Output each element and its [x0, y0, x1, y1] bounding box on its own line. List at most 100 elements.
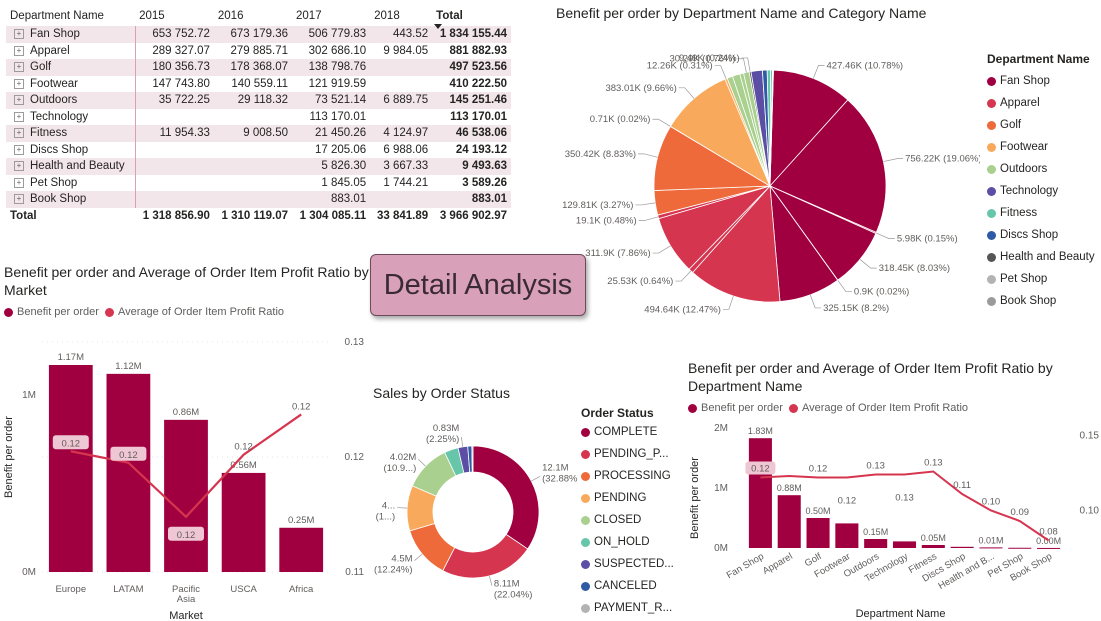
column-header-department[interactable]: Department Name — [10, 10, 104, 22]
pie-slice-fan-shop[interactable] — [769, 99, 887, 233]
table-cell: 178 368.07 — [213, 59, 293, 76]
bar-fan-shop[interactable] — [748, 438, 772, 548]
table-cell — [214, 175, 292, 192]
expand-icon[interactable]: + — [14, 95, 24, 106]
legend-dot — [987, 252, 996, 262]
column-header-2015[interactable]: 2015 — [139, 10, 165, 22]
legend-label-benefit[interactable]: Benefit per order — [17, 306, 99, 318]
bar-book-shop[interactable] — [1037, 547, 1061, 549]
legend-dot — [581, 471, 590, 481]
legend-label: CANCELED — [594, 580, 657, 592]
legend-item-apparel[interactable]: Apparel — [987, 92, 1099, 114]
legend-item-golf[interactable]: Golf — [987, 114, 1099, 136]
legend-label: PENDING — [594, 492, 647, 504]
y-tick-label: 1M — [714, 483, 728, 494]
bar-europe[interactable] — [48, 365, 93, 572]
legend-item-pending-p[interactable]: PENDING_P... — [581, 443, 681, 465]
department-pie-chart[interactable]: 427.46K (10.78%) 756.22K (19.06%) 5.98K (0… — [540, 26, 980, 326]
row-header: + Fitness — [6, 125, 136, 142]
profit-ratio-line[interactable] — [760, 470, 1050, 542]
pie-slice-book-shop[interactable] — [769, 69, 774, 187]
expand-icon[interactable]: + — [14, 161, 24, 172]
bar-health-and-b[interactable] — [979, 547, 1003, 549]
legend-item-canceled[interactable]: CANCELED — [581, 575, 681, 597]
legend-label: Book Shop — [1000, 295, 1057, 307]
pie-slice-footwear[interactable] — [669, 78, 771, 187]
expand-icon[interactable]: + — [14, 128, 24, 139]
expand-icon[interactable]: + — [14, 177, 24, 188]
legend-dot — [987, 274, 996, 284]
bar-discs-shop[interactable] — [950, 546, 974, 548]
line-label-bg — [168, 526, 204, 541]
pie-leader-line — [652, 118, 671, 127]
column-header-2016[interactable]: 2016 — [217, 10, 244, 22]
legend-item-discs-shop[interactable]: Discs Shop — [987, 224, 1099, 246]
legend-item-health-and-beauty[interactable]: Health and Beauty — [987, 246, 1099, 268]
legend-item-technology[interactable]: Technology — [987, 180, 1099, 202]
column-header-2017[interactable]: 2017 — [296, 10, 322, 22]
donut-leader-line — [531, 476, 541, 482]
department-combo-chart[interactable]: 0M 1M 2M 0.10 0.15 Benefit per order 1.83M Fan … — [684, 418, 1101, 621]
bar-footwear[interactable] — [835, 523, 859, 548]
legend-item-suspected[interactable]: SUSPECTED... — [581, 553, 681, 575]
expand-icon[interactable]: + — [14, 111, 24, 122]
table-cell: 17 205.06 — [314, 143, 367, 156]
legend-label-profit-ratio[interactable]: Average of Order Item Profit Ratio — [801, 402, 969, 414]
legend-item-outdoors[interactable]: Outdoors — [987, 158, 1099, 180]
legend-item-complete[interactable]: COMPLETE — [581, 421, 681, 443]
bar-usca[interactable] — [221, 472, 266, 572]
legend-dot-profit-ratio — [104, 307, 114, 317]
market-combo-chart[interactable]: 0M 1M 0.11 0.12 0.13 Benefit per order 1.17M Eu… — [0, 322, 372, 621]
legend-item-fan-shop[interactable]: Fan Shop — [987, 70, 1099, 92]
donut-slice-complete[interactable] — [472, 445, 540, 550]
expand-icon[interactable]: + — [14, 62, 24, 73]
legend-item-fitness[interactable]: Fitness — [987, 202, 1099, 224]
legend-label-benefit[interactable]: Benefit per order — [701, 402, 783, 414]
legend-item-processing[interactable]: PROCESSING — [581, 465, 681, 487]
pie-slice-apparel[interactable] — [692, 185, 781, 303]
expand-icon[interactable]: + — [14, 29, 24, 40]
expand-icon[interactable]: + — [14, 194, 24, 205]
bar-golf[interactable] — [806, 518, 830, 548]
bar-pacific-asia[interactable] — [164, 419, 208, 572]
legend-item-footwear[interactable]: Footwear — [987, 136, 1099, 158]
bar-technology[interactable] — [892, 541, 917, 548]
table-cell — [135, 191, 214, 208]
expand-icon[interactable]: + — [14, 45, 24, 56]
donut-slice-payment-r[interactable] — [471, 445, 474, 473]
y2-tick-label: 0.13 — [345, 337, 365, 348]
y-tick-label: 2M — [714, 423, 728, 434]
x-tick-label: Fan Shop — [725, 551, 766, 581]
legend-label-profit-ratio[interactable]: Average of Order Item Profit Ratio — [117, 306, 285, 318]
bar-pet-shop[interactable] — [1008, 547, 1032, 549]
x-tick-label: USCA — [230, 584, 257, 595]
y2-tick-label: 0.15 — [1080, 431, 1100, 442]
legend-item-payment-r[interactable]: PAYMENT_R... — [581, 597, 681, 619]
bar-africa[interactable] — [279, 527, 324, 572]
legend-item-closed[interactable]: CLOSED — [581, 509, 681, 531]
table-cell: 5 826.30 — [292, 158, 371, 175]
expand-icon[interactable]: + — [14, 78, 24, 89]
line-data-label: 0.12 — [809, 464, 828, 475]
legend-item-on-hold[interactable]: ON_HOLD — [581, 531, 681, 553]
bar-outdoors[interactable] — [864, 539, 888, 548]
bar-apparel[interactable] — [777, 495, 801, 548]
expand-icon[interactable]: + — [14, 144, 24, 155]
legend-label: Health and Beauty — [1000, 251, 1095, 263]
row-total-cell: 1 834 155.44 — [432, 26, 511, 43]
order-status-donut[interactable]: 12.1M(32.88%) 8.11M(22.04%) 4.5M(12.24%) 4.… — [370, 405, 578, 621]
table-cell: 3 667.33 — [370, 158, 433, 175]
table-row: + Pet Shop 1 845.05 1 744.21 3 589.26 — [6, 174, 511, 192]
bar-latam[interactable] — [106, 373, 151, 572]
column-header-total[interactable]: Total — [432, 6, 511, 29]
donut-data-label: (1...) — [376, 512, 396, 523]
legend-item-pending[interactable]: PENDING — [581, 487, 681, 509]
bar-fitness[interactable] — [921, 545, 945, 548]
legend-item-book-shop[interactable]: Book Shop — [987, 290, 1099, 312]
legend-item-pet-shop[interactable]: Pet Shop — [987, 268, 1099, 290]
donut-slice-pending-p[interactable] — [442, 533, 529, 579]
y-tick-label: 1M — [22, 390, 36, 401]
profit-ratio-line[interactable] — [70, 413, 302, 519]
column-header-2018[interactable]: 2018 — [374, 10, 400, 22]
sort-descending-icon — [434, 24, 443, 29]
